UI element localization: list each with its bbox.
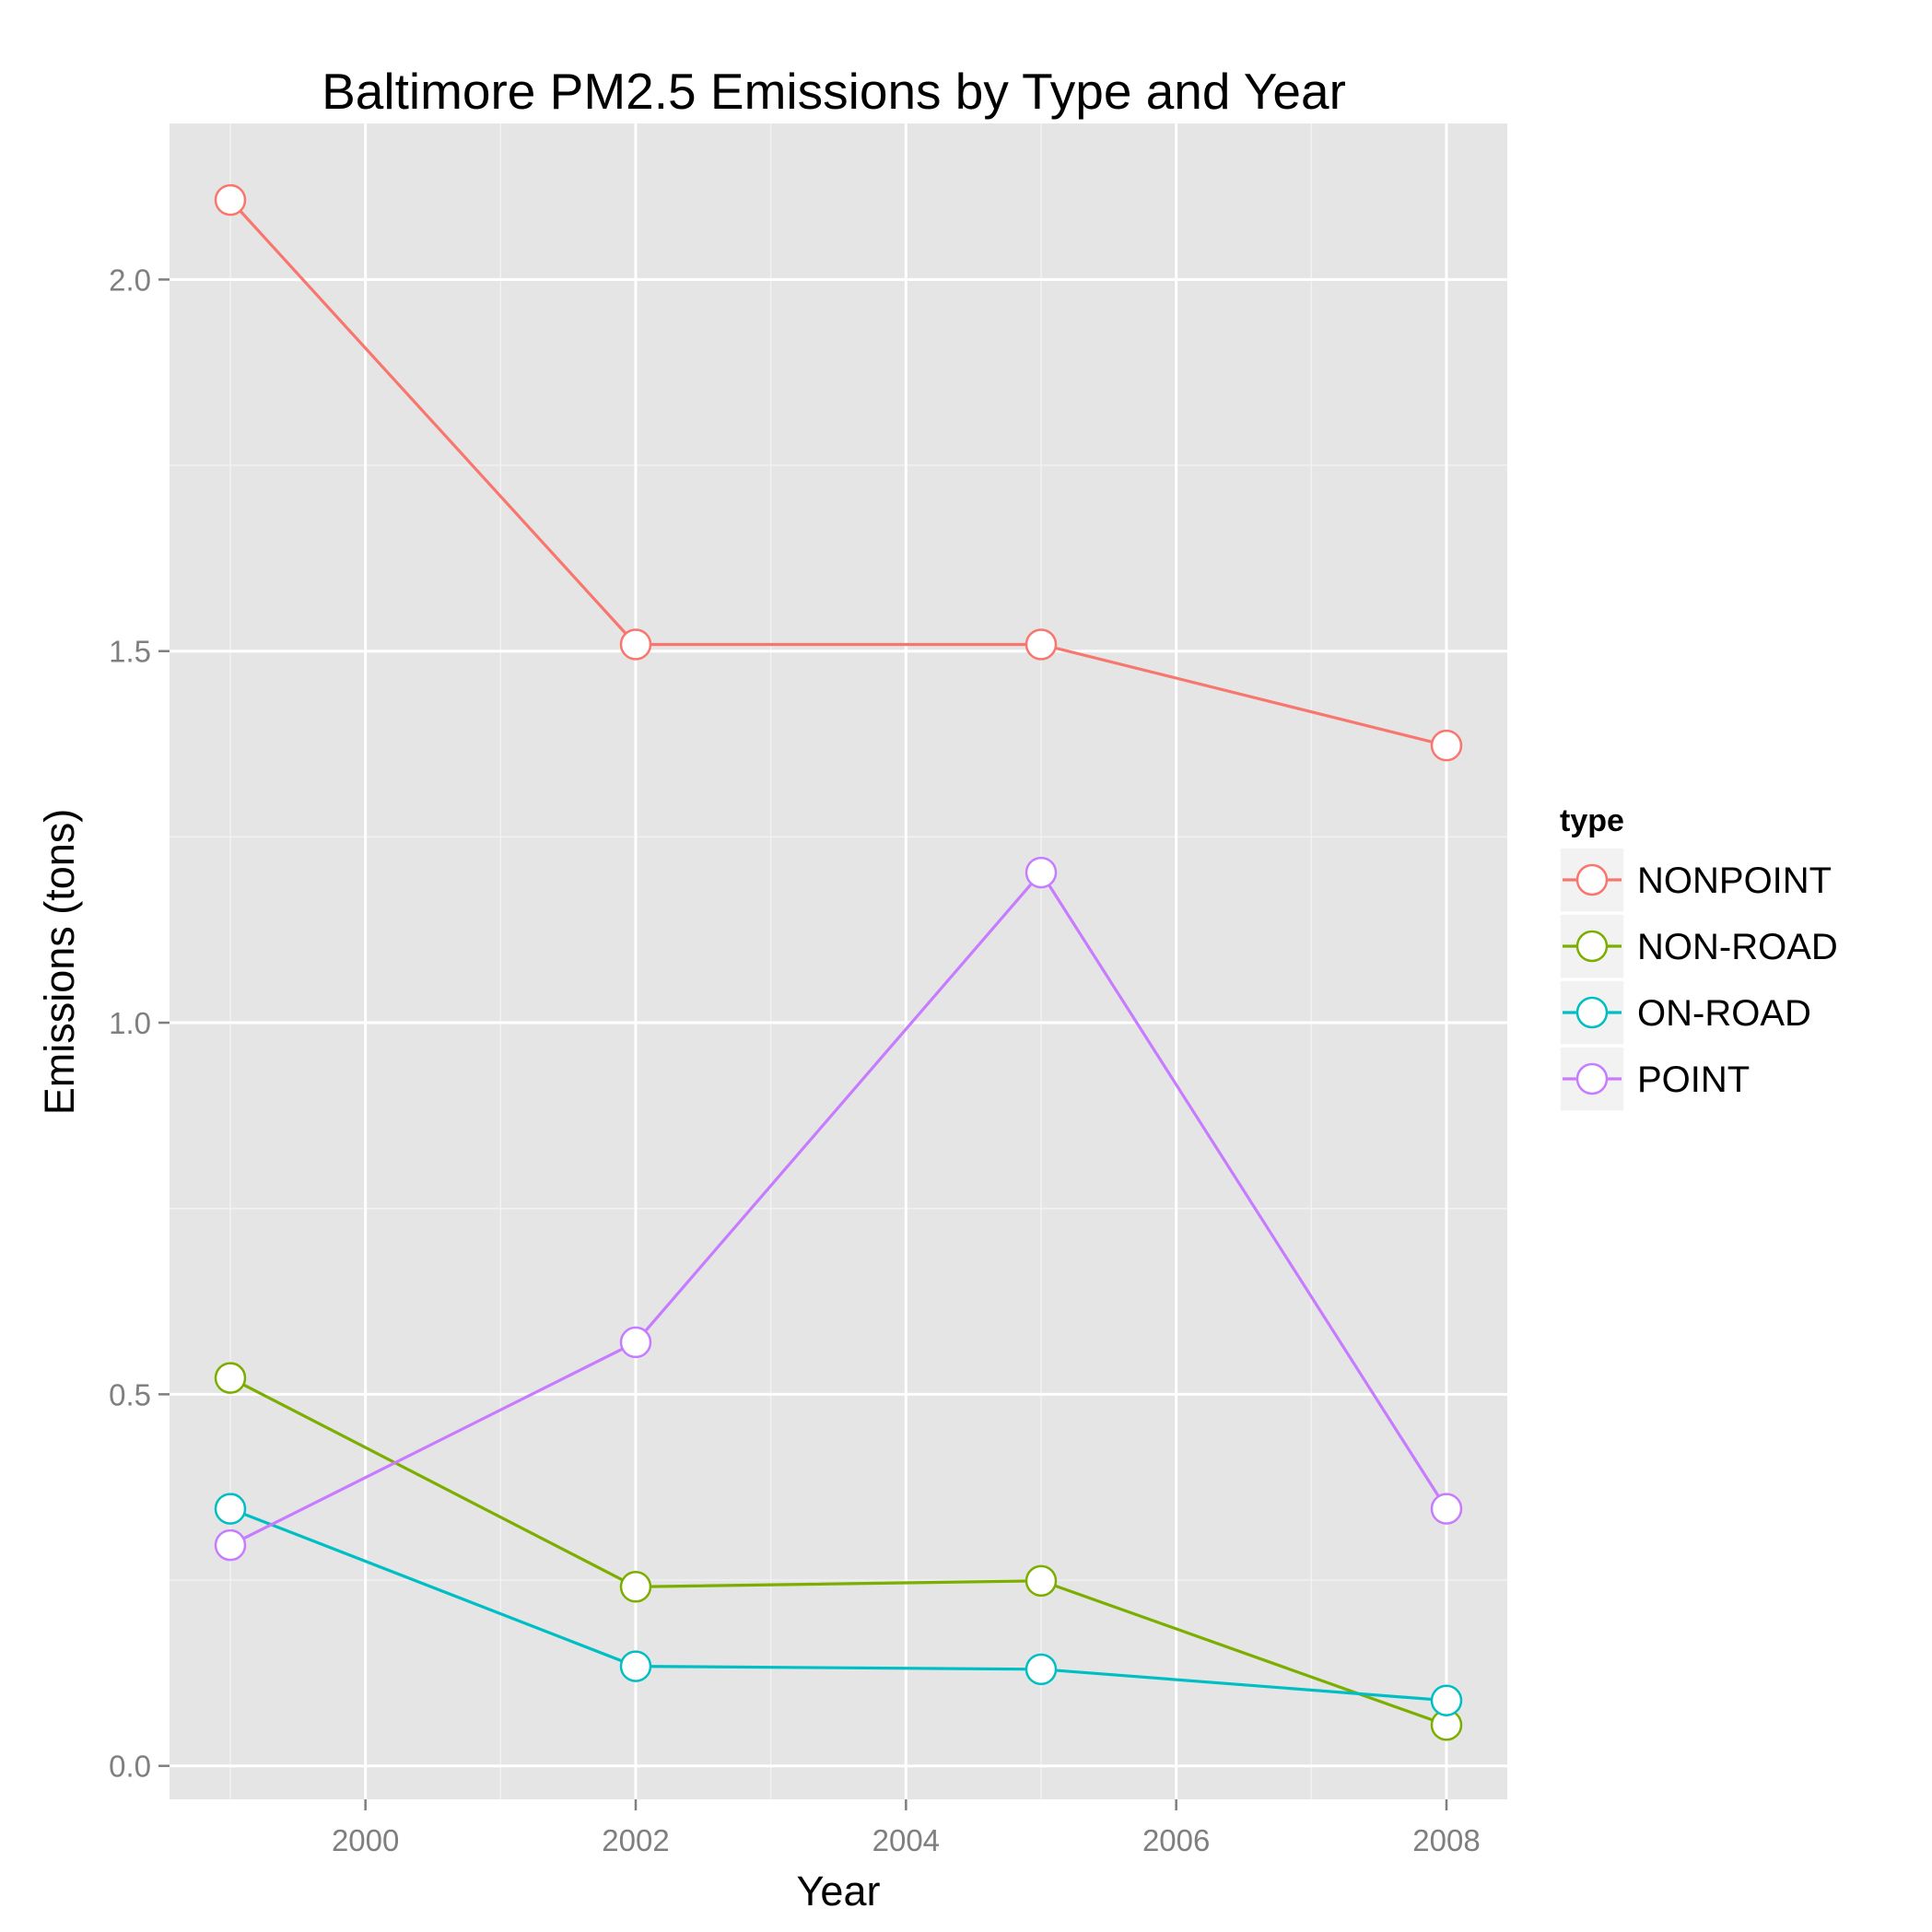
- x-tick-label: 2004: [872, 1823, 940, 1857]
- point-on-road: [619, 1650, 652, 1682]
- chart-title: Baltimore PM2.5 Emissions by Type and Ye…: [322, 63, 1346, 120]
- legend-key-point: [1575, 863, 1609, 896]
- legend-label: NONPOINT: [1637, 861, 1832, 901]
- legend: type NONPOINT NON-ROAD ON-ROAD POINT: [1559, 803, 1838, 1112]
- series-points: [214, 183, 1463, 1741]
- point-on-road: [214, 1493, 247, 1525]
- legend-item-point: POINT: [1559, 1046, 1750, 1112]
- x-axis-title: Year: [797, 1868, 881, 1914]
- y-tick-label: 1.5: [109, 635, 151, 669]
- series-line-point: [229, 871, 1448, 1547]
- y-tick-label: 2.0: [109, 263, 151, 297]
- point-on-road: [1025, 1653, 1058, 1686]
- point-non-road: [214, 1362, 247, 1394]
- series-line-non-road: [229, 1376, 1447, 1727]
- legend-key-point: [1575, 1062, 1609, 1095]
- series-lines: [228, 199, 1448, 1727]
- series-line-nonpoint: [228, 199, 1447, 747]
- y-axis-title: Emissions (tons): [36, 809, 83, 1116]
- point-non-road: [619, 1571, 652, 1603]
- plot-panel: [170, 123, 1507, 1799]
- legend-key-point: [1575, 930, 1609, 963]
- legend-key-point: [1575, 996, 1609, 1029]
- major-gridlines: [170, 123, 1507, 1799]
- point-point: [619, 1326, 652, 1359]
- x-tick-label: 2006: [1142, 1823, 1210, 1857]
- point-non-road: [1025, 1564, 1058, 1598]
- point-nonpoint: [214, 183, 247, 217]
- x-tick-label: 2000: [332, 1823, 399, 1857]
- point-point: [214, 1528, 247, 1562]
- legend-title: type: [1560, 803, 1624, 838]
- point-nonpoint: [1430, 729, 1463, 762]
- point-nonpoint: [1025, 628, 1058, 661]
- y-tick-label: 0.5: [109, 1377, 151, 1411]
- legend-label: POINT: [1637, 1060, 1750, 1100]
- y-tick-label: 0.0: [109, 1750, 151, 1784]
- point-point: [1025, 856, 1058, 889]
- point-nonpoint: [619, 628, 652, 661]
- point-point: [1430, 1493, 1463, 1525]
- x-tick-label: 2002: [602, 1823, 669, 1857]
- legend-item-non-road: NON-ROAD: [1559, 913, 1838, 979]
- series-line-on-road: [229, 1507, 1447, 1703]
- legend-item-on-road: ON-ROAD: [1559, 979, 1811, 1046]
- x-axis: 2000 2002 2004 2006 2008: [332, 1799, 1481, 1857]
- legend-item-nonpoint: NONPOINT: [1559, 847, 1832, 913]
- y-tick-label: 1.0: [109, 1006, 151, 1040]
- y-axis: 0.0 0.5 1.0 1.5 2.0: [109, 263, 170, 1784]
- legend-label: ON-ROAD: [1637, 993, 1811, 1034]
- minor-gridlines: [170, 123, 1507, 1799]
- point-on-road: [1430, 1684, 1463, 1716]
- legend-label: NON-ROAD: [1637, 927, 1838, 967]
- x-tick-label: 2008: [1412, 1823, 1480, 1857]
